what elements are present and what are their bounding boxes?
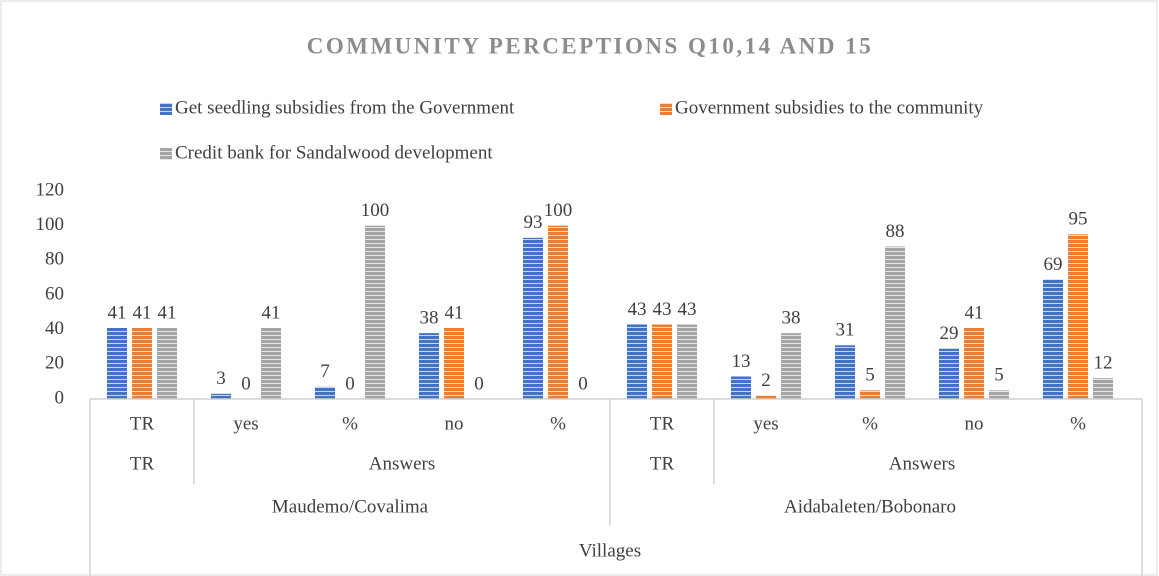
data-label: 95 (1069, 209, 1088, 230)
bar (444, 327, 464, 399)
legend-swatch (160, 148, 172, 160)
data-label: 100 (544, 200, 573, 221)
bar (419, 333, 439, 399)
data-label: 69 (1044, 254, 1063, 275)
data-label: 100 (361, 200, 390, 221)
y-tick-label: 40 (45, 318, 64, 339)
data-label: 41 (108, 302, 127, 323)
group-label: Villages (579, 540, 641, 561)
data-label: 29 (940, 323, 959, 344)
data-label: 0 (345, 373, 355, 394)
data-label: 93 (524, 212, 543, 233)
x-tick-label: no (965, 413, 984, 434)
bar (132, 327, 152, 399)
bar (781, 333, 801, 399)
data-label: 41 (445, 302, 464, 323)
group-label: Answers (369, 453, 436, 474)
data-label: 13 (732, 351, 751, 372)
bar (756, 395, 776, 399)
legend-label: Government subsidies to the community (675, 97, 984, 118)
data-label: 41 (965, 302, 984, 323)
data-label: 0 (241, 373, 251, 394)
x-tick-label: yes (753, 413, 778, 434)
data-label: 43 (653, 299, 672, 320)
x-tick-label: % (862, 413, 878, 434)
bar (1093, 378, 1113, 399)
data-label: 38 (782, 307, 801, 328)
data-label: 41 (158, 302, 177, 323)
data-label: 0 (578, 373, 588, 394)
legend-label: Credit bank for Sandalwood development (175, 142, 493, 163)
data-label: 41 (133, 302, 152, 323)
data-label: 5 (994, 365, 1004, 386)
bar (652, 324, 672, 399)
legend-swatch (660, 103, 672, 115)
bar (964, 327, 984, 399)
y-tick-label: 60 (45, 283, 64, 304)
data-label: 7 (320, 361, 330, 382)
x-tick-label: % (342, 413, 358, 434)
legend-swatch (160, 103, 172, 115)
bar (989, 390, 1009, 399)
data-label: 31 (836, 320, 855, 341)
x-tick-label: % (1070, 413, 1086, 434)
bar (627, 324, 647, 399)
data-label: 41 (262, 302, 281, 323)
data-label: 88 (886, 221, 905, 242)
bar (157, 327, 177, 399)
legend-label: Get seedling subsidies from the Governme… (175, 97, 515, 118)
data-label: 43 (628, 299, 647, 320)
y-tick-label: 20 (45, 353, 64, 374)
y-tick-label: 120 (36, 179, 65, 200)
data-label: 3 (216, 368, 226, 389)
x-tick-label: no (445, 413, 464, 434)
data-label: 38 (420, 307, 439, 328)
bar (860, 390, 880, 399)
bar (939, 348, 959, 399)
bar (1043, 279, 1063, 399)
x-tick-label: yes (233, 413, 258, 434)
bar (211, 393, 231, 399)
bar (523, 237, 543, 399)
group-label: Aidabaleten/Bobonaro (784, 496, 956, 517)
bar (885, 246, 905, 399)
chart-title: COMMUNITY PERCEPTIONS Q10,14 AND 15 (307, 33, 873, 58)
bar (731, 376, 751, 399)
data-label: 43 (678, 299, 697, 320)
x-tick-label: TR (650, 413, 675, 434)
x-tick-label: TR (130, 413, 155, 434)
bar (677, 324, 697, 399)
y-tick-label: 80 (45, 249, 64, 270)
bar (1068, 234, 1088, 399)
bar (107, 327, 127, 399)
y-tick-label: 100 (36, 214, 65, 235)
bar (365, 225, 385, 399)
data-label: 5 (865, 365, 875, 386)
bar (548, 225, 568, 399)
data-label: 2 (761, 370, 771, 391)
x-tick-label: % (550, 413, 566, 434)
bar (835, 345, 855, 399)
bar (315, 386, 335, 399)
group-label: TR (130, 453, 155, 474)
data-label: 12 (1094, 353, 1113, 374)
group-label: TR (650, 453, 675, 474)
group-label: Maudemo/Covalima (272, 496, 429, 517)
y-tick-label: 0 (55, 387, 65, 408)
group-label: Answers (889, 453, 956, 474)
bar (261, 327, 281, 399)
data-label: 0 (474, 373, 484, 394)
